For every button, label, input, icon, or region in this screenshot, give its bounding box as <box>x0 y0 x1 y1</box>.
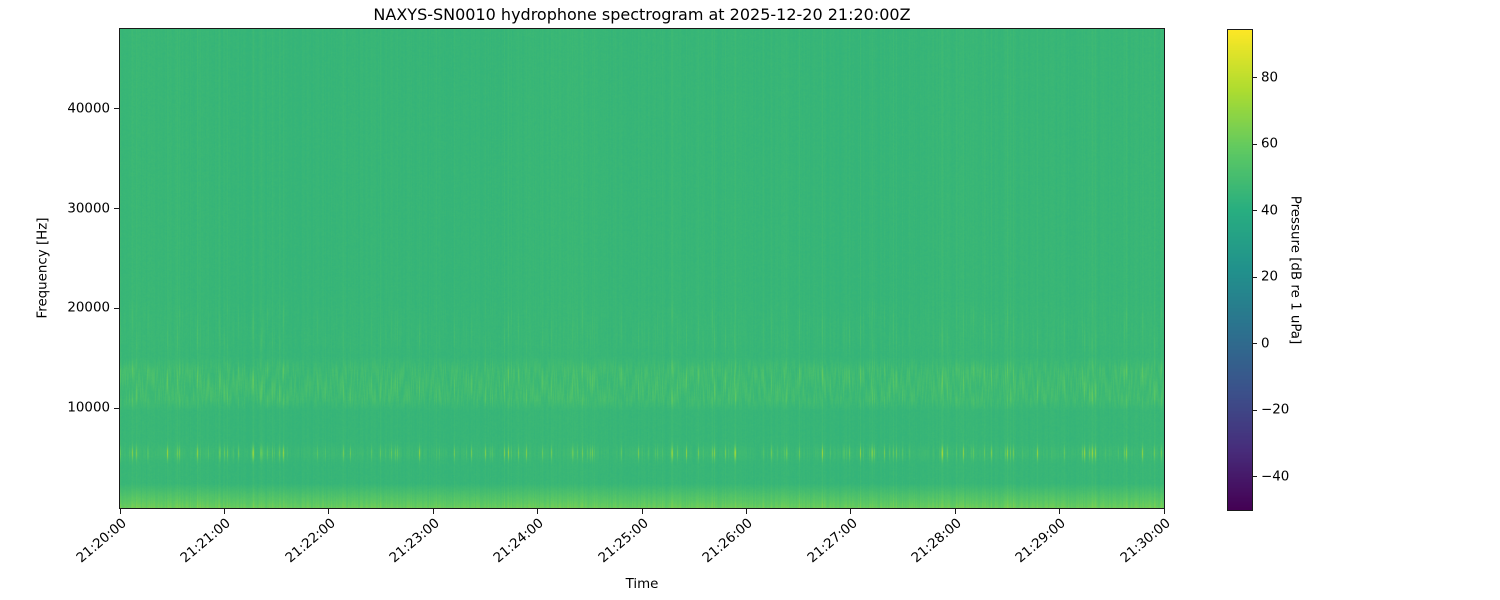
x-tick-mark <box>641 509 643 514</box>
x-tick-mark <box>537 509 539 514</box>
x-tick-label: 21:22:00 <box>282 516 339 567</box>
y-tick-label: 10000 <box>67 400 110 416</box>
x-tick-mark <box>119 509 121 514</box>
y-tick-mark <box>114 208 119 210</box>
x-tick-mark <box>745 509 747 514</box>
colorbar-tick-label: 0 <box>1261 336 1270 352</box>
x-tick-label: 21:25:00 <box>595 516 652 567</box>
x-axis-label: Time <box>625 577 659 592</box>
colorbar-tick-mark <box>1253 343 1257 345</box>
x-tick-mark <box>223 509 225 514</box>
spectrogram-heatmap-canvas <box>120 29 1164 508</box>
colorbar <box>1227 29 1253 511</box>
x-tick-label: 21:21:00 <box>178 516 235 567</box>
y-tick-label: 30000 <box>67 201 110 217</box>
colorbar-tick-label: 40 <box>1261 203 1279 219</box>
y-tick-label: 20000 <box>67 300 110 316</box>
x-tick-label: 21:27:00 <box>804 516 861 567</box>
colorbar-tick-mark <box>1253 77 1257 79</box>
x-tick-label: 21:28:00 <box>909 516 965 567</box>
x-tick-mark <box>1163 509 1165 514</box>
x-tick-mark <box>1059 509 1061 514</box>
chart-title: NAXYS-SN0010 hydrophone spectrogram at 2… <box>373 5 911 24</box>
x-tick-mark <box>328 509 330 514</box>
colorbar-tick-label: −20 <box>1261 402 1290 418</box>
x-tick-label: 21:30:00 <box>1117 516 1174 567</box>
colorbar-tick-mark <box>1253 143 1257 145</box>
colorbar-tick-mark <box>1253 210 1257 212</box>
x-tick-label: 21:24:00 <box>491 516 548 567</box>
spectrogram-plot-area <box>119 28 1165 509</box>
y-tick-mark <box>114 108 119 110</box>
colorbar-tick-mark <box>1253 276 1257 278</box>
y-tick-mark <box>114 307 119 309</box>
colorbar-tick-label: 80 <box>1261 70 1279 86</box>
colorbar-tick-mark <box>1253 476 1257 478</box>
x-tick-mark <box>432 509 434 514</box>
colorbar-tick-mark <box>1253 409 1257 411</box>
y-tick-label: 40000 <box>67 101 110 117</box>
colorbar-tick-label: −40 <box>1261 469 1290 485</box>
x-tick-label: 21:20:00 <box>73 516 130 567</box>
x-tick-mark <box>850 509 852 514</box>
x-tick-mark <box>954 509 956 514</box>
x-tick-label: 21:26:00 <box>700 516 757 567</box>
colorbar-tick-label: 20 <box>1261 269 1279 285</box>
x-tick-label: 21:29:00 <box>1013 516 1070 567</box>
colorbar-label: Pressure [dB re 1 uPa] <box>1287 195 1303 345</box>
colorbar-gradient-canvas <box>1228 30 1252 510</box>
x-tick-label: 21:23:00 <box>387 516 443 567</box>
colorbar-tick-label: 60 <box>1261 136 1279 152</box>
y-tick-mark <box>114 407 119 409</box>
